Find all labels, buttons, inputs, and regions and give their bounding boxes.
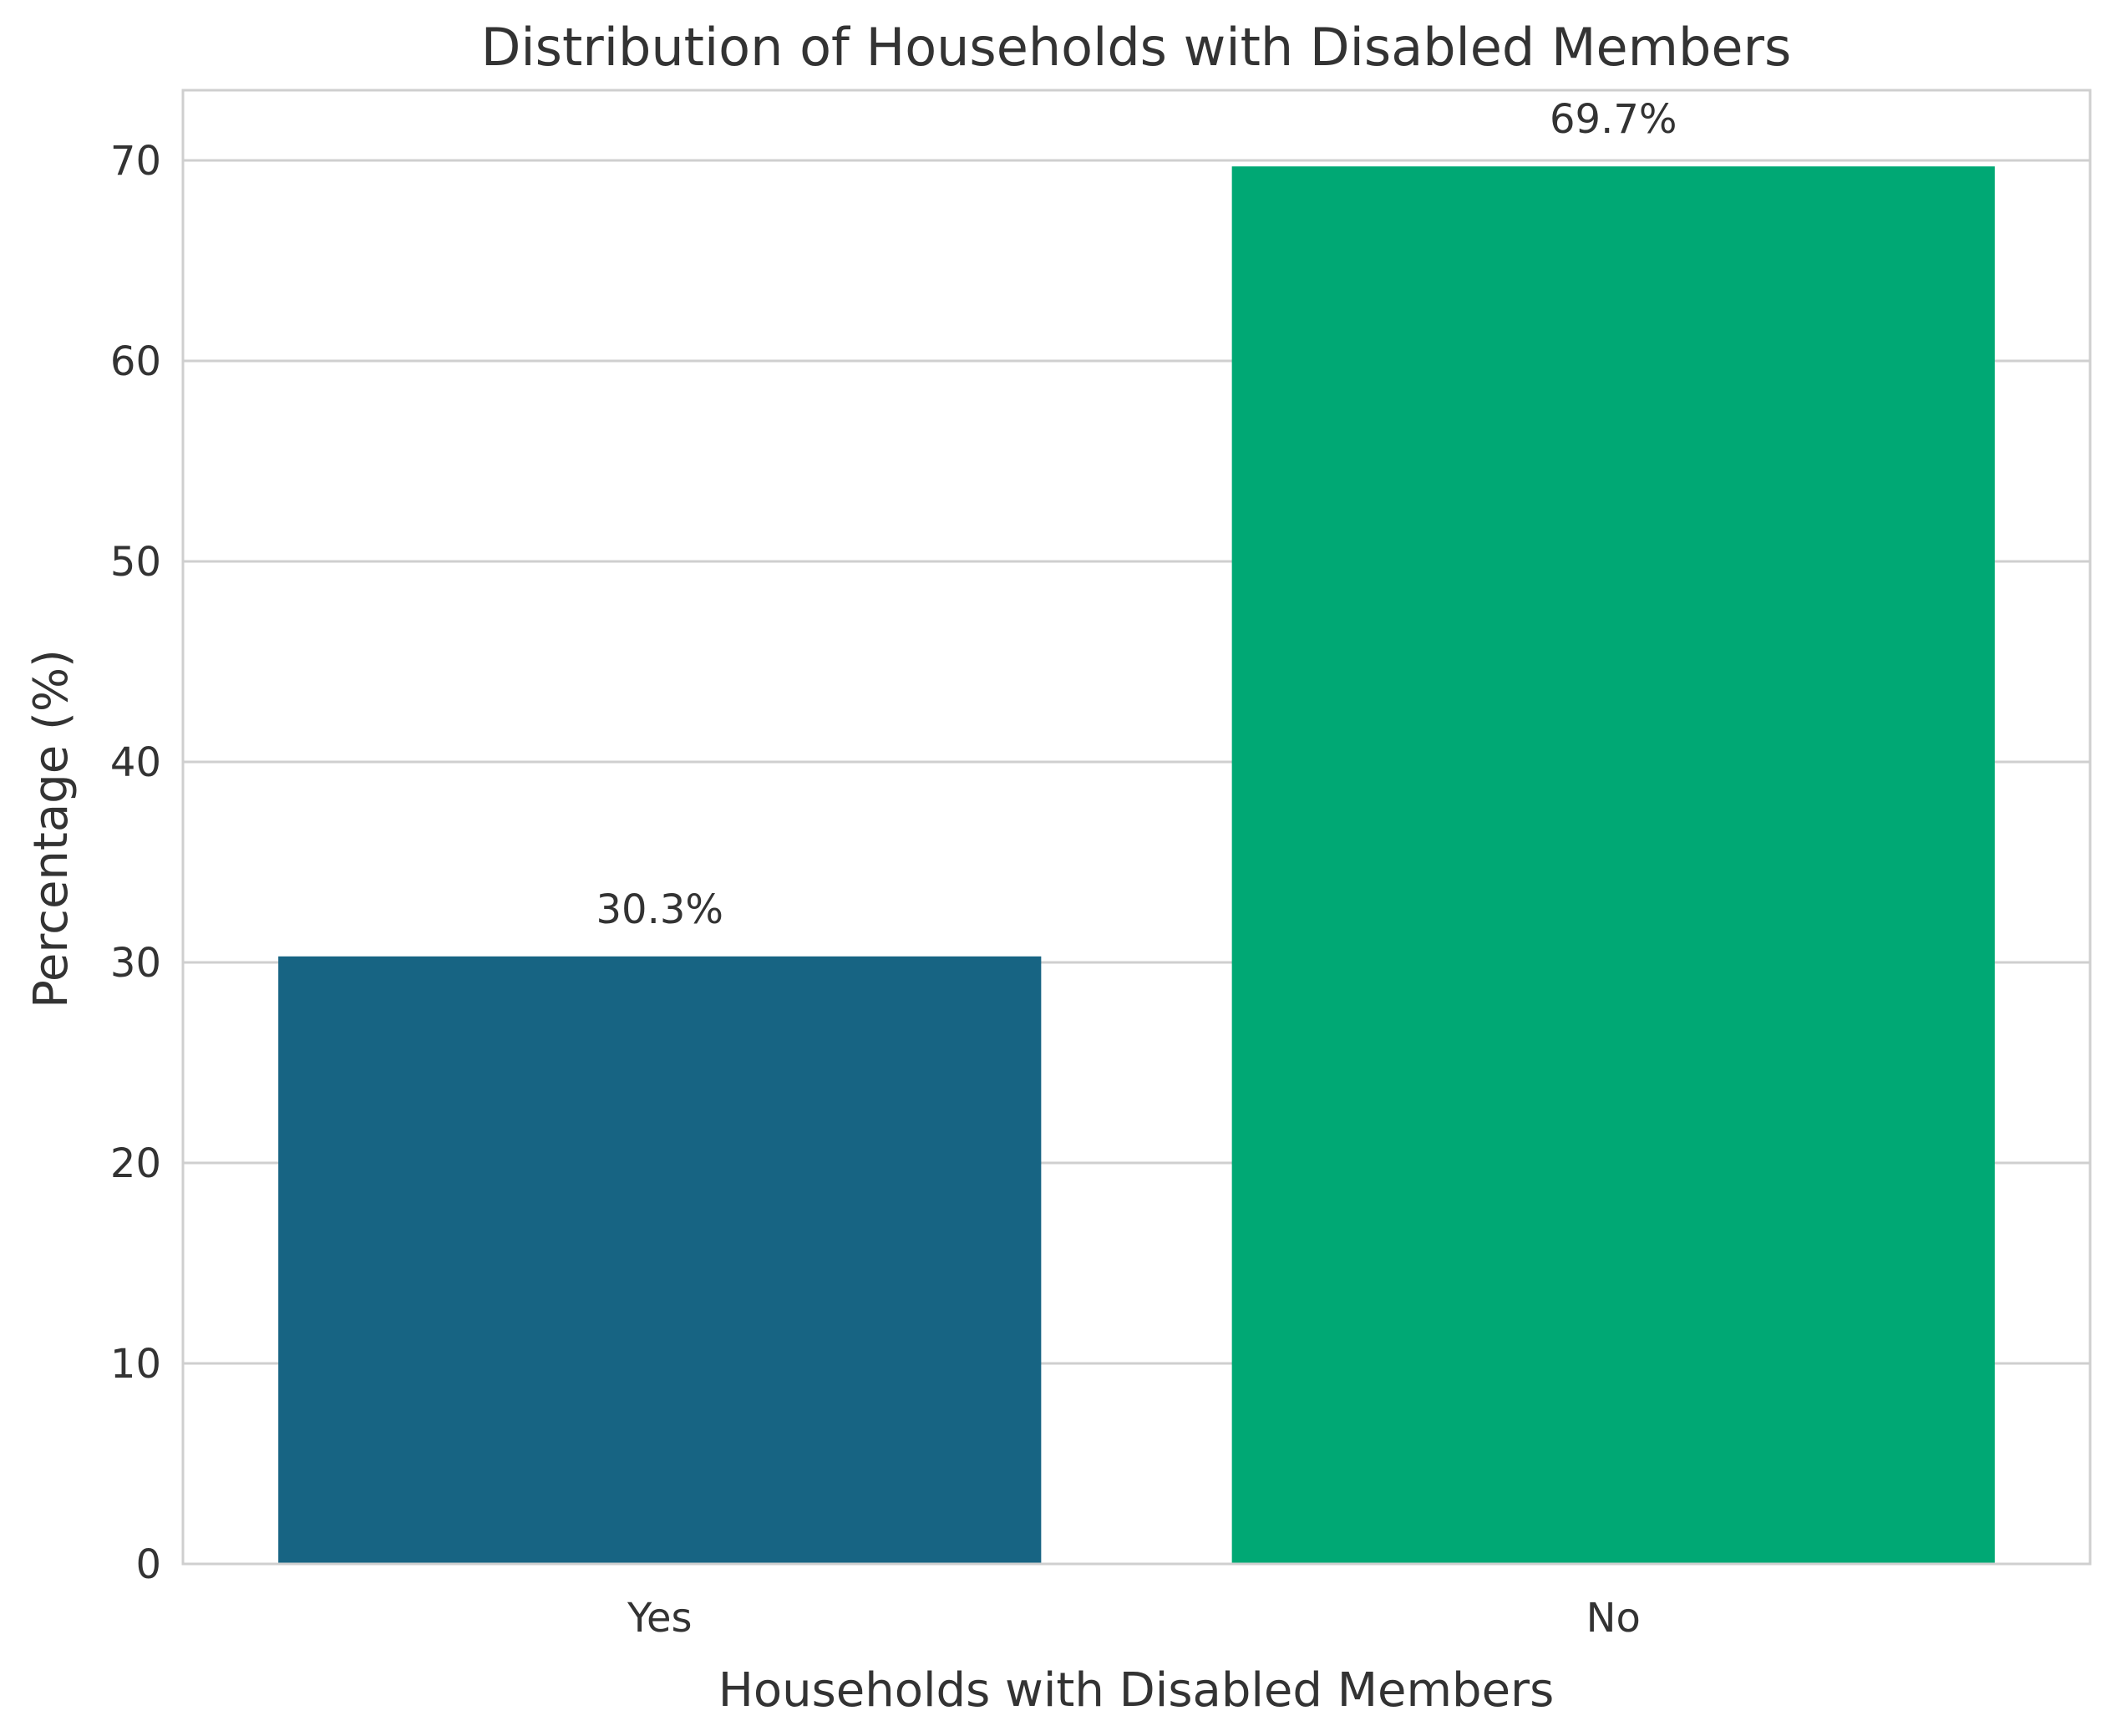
chart-title: Distribution of Households with Disabled… — [481, 17, 1792, 78]
y-tick-label: 10 — [110, 1341, 161, 1388]
plot-frame — [181, 89, 2092, 1566]
bars — [278, 166, 1995, 1565]
y-tick-label: 60 — [110, 338, 161, 385]
y-tick-label: 50 — [110, 539, 161, 586]
data-label: 69.7% — [1550, 96, 1677, 143]
y-tick-label: 20 — [110, 1140, 161, 1187]
bar-no — [1231, 166, 1995, 1565]
y-axis-label: Percentage (%) — [24, 649, 79, 1008]
x-tick-label: No — [1586, 1595, 1641, 1642]
y-tick-label: 30 — [110, 940, 161, 987]
y-tick-label: 0 — [135, 1541, 161, 1588]
y-tick-label: 70 — [110, 138, 161, 185]
data-label: 30.3% — [596, 886, 723, 933]
y-axis-ticks: 0 10 20 30 40 50 60 70 — [110, 138, 161, 1588]
y-tick-label: 40 — [110, 739, 161, 786]
x-axis-label: Households with Disabled Members — [718, 1663, 1555, 1718]
x-axis-ticks: Yes No — [627, 1595, 1641, 1642]
bar-yes — [278, 956, 1042, 1564]
data-labels: 30.3% 69.7% — [596, 96, 1677, 933]
x-tick-label: Yes — [627, 1595, 692, 1642]
